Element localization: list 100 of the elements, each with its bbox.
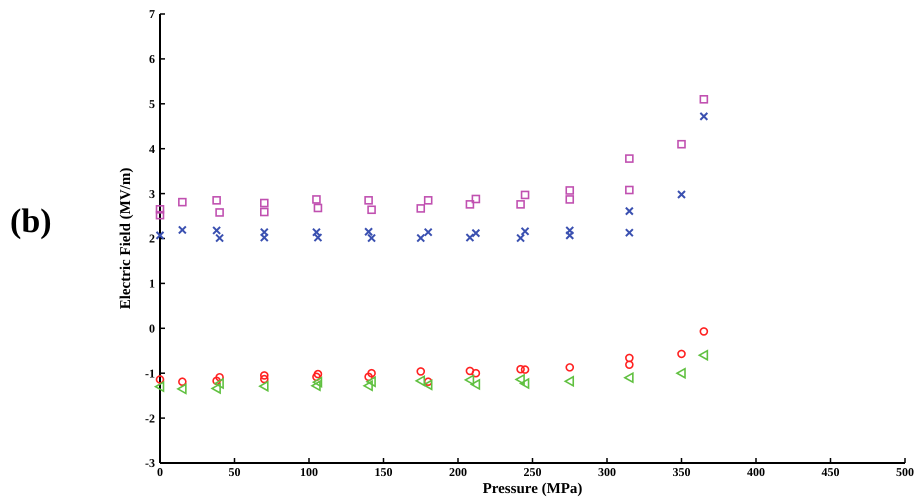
y-tick-label: 5 [149, 97, 155, 111]
y-axis-title: Electric Field (MV/m) [118, 168, 134, 310]
point [465, 233, 474, 242]
x-tick-label: 150 [374, 465, 392, 479]
point [424, 228, 433, 237]
point [212, 376, 221, 386]
point [312, 376, 322, 388]
point [565, 186, 574, 195]
point [215, 208, 224, 217]
y-tick-label: 3 [149, 186, 155, 201]
point [260, 208, 269, 216]
point [311, 380, 321, 392]
point [312, 228, 321, 237]
point [516, 200, 525, 209]
point [363, 380, 373, 392]
point [416, 234, 426, 243]
point [470, 379, 480, 390]
point [424, 196, 432, 205]
point [260, 374, 269, 384]
y-tick-label: -1 [145, 366, 155, 380]
y-tick-label: 6 [149, 52, 155, 66]
point [156, 210, 164, 220]
point [178, 225, 187, 234]
point [313, 233, 322, 242]
point [422, 380, 432, 390]
y-tick-label: 1 [149, 276, 155, 291]
point [367, 205, 376, 214]
point [624, 228, 634, 238]
point [260, 233, 269, 242]
point [156, 375, 164, 384]
point [520, 378, 530, 389]
point [565, 230, 574, 240]
point [625, 354, 634, 362]
point [700, 95, 708, 104]
point [312, 372, 321, 382]
point [215, 234, 224, 243]
x-tick-label: 50 [228, 465, 240, 479]
point [624, 206, 634, 216]
point [312, 195, 321, 204]
x-tick-label: 400 [747, 465, 765, 479]
point [565, 195, 574, 204]
point [154, 381, 164, 392]
point [564, 376, 574, 387]
point [366, 376, 376, 388]
point [471, 228, 480, 238]
y-tick-label: 4 [149, 142, 155, 156]
point [367, 368, 376, 378]
point [415, 376, 426, 386]
point [364, 227, 374, 236]
point [515, 374, 525, 385]
point [700, 327, 708, 336]
y-tick-label: -2 [145, 411, 155, 426]
x-tick-label: 200 [449, 465, 467, 479]
point [676, 368, 686, 378]
point [212, 196, 221, 205]
point [260, 371, 269, 380]
point [177, 384, 187, 394]
point [624, 372, 634, 383]
point [212, 226, 222, 235]
point [156, 230, 164, 240]
point [260, 228, 269, 237]
point [472, 194, 480, 204]
x-tick-label: 350 [672, 465, 690, 479]
point [156, 205, 164, 214]
y-tick-label: 0 [149, 322, 155, 336]
x-tick-label: 450 [822, 465, 840, 479]
y-tick-label: -3 [145, 456, 155, 470]
x-tick-label: 300 [598, 465, 616, 479]
point [214, 378, 224, 389]
point [367, 234, 376, 243]
point [565, 363, 574, 372]
point [677, 140, 686, 149]
point [178, 198, 187, 206]
point [314, 204, 322, 212]
point [472, 368, 480, 378]
point [516, 364, 525, 374]
text: (b) [10, 203, 52, 240]
point [364, 196, 373, 205]
point [211, 383, 221, 394]
point [215, 372, 224, 382]
point [698, 350, 708, 361]
point [625, 360, 634, 369]
x-tick-label: 250 [524, 465, 542, 479]
point [520, 365, 530, 374]
point [416, 367, 426, 376]
point [565, 226, 574, 235]
x-axis-title: Pressure (MPa) [482, 481, 582, 497]
point [520, 226, 530, 236]
point [520, 190, 530, 200]
x-tick-label: 100 [300, 465, 318, 479]
point [464, 374, 474, 386]
point [677, 350, 686, 358]
point [516, 234, 526, 243]
point [178, 377, 187, 386]
point [364, 372, 373, 382]
point [466, 366, 474, 376]
point [699, 112, 708, 121]
point [259, 380, 269, 392]
x-tick-label: 500 [896, 465, 914, 479]
point [416, 204, 426, 213]
